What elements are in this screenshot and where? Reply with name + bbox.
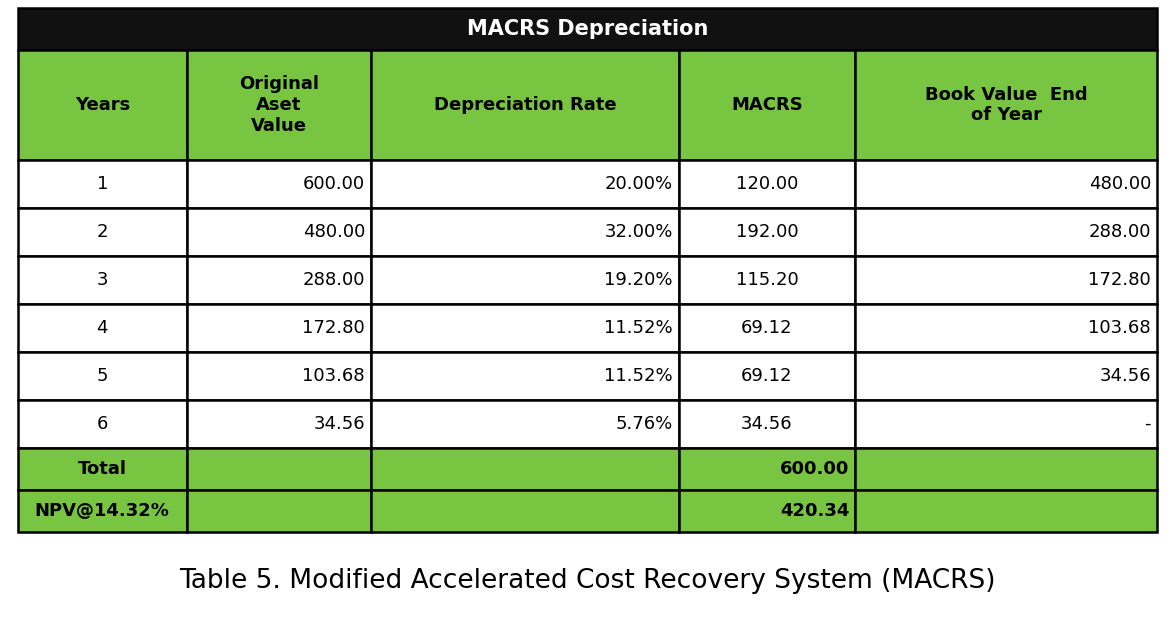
Bar — [18, 208, 187, 256]
Text: Depreciation Rate: Depreciation Rate — [434, 96, 616, 114]
Bar — [187, 50, 371, 160]
Text: 115.20: 115.20 — [736, 271, 798, 289]
Text: 4: 4 — [96, 319, 108, 337]
Text: 480.00: 480.00 — [1088, 175, 1151, 193]
Bar — [18, 160, 187, 208]
Text: 34.56: 34.56 — [741, 415, 793, 433]
Text: 11.52%: 11.52% — [604, 367, 672, 385]
Bar — [18, 400, 187, 448]
Bar — [18, 490, 187, 532]
Bar — [187, 490, 371, 532]
Text: 288.00: 288.00 — [1088, 223, 1151, 241]
Text: 2: 2 — [96, 223, 108, 241]
Bar — [855, 160, 1157, 208]
Text: 34.56: 34.56 — [314, 415, 365, 433]
Text: 5.76%: 5.76% — [616, 415, 672, 433]
Bar — [371, 160, 679, 208]
Bar — [679, 160, 855, 208]
Text: 172.80: 172.80 — [1088, 271, 1151, 289]
Bar — [855, 50, 1157, 160]
Bar — [855, 256, 1157, 304]
Text: 288.00: 288.00 — [303, 271, 365, 289]
Bar — [371, 208, 679, 256]
Text: 5: 5 — [96, 367, 108, 385]
Text: Total: Total — [78, 460, 127, 478]
Text: 103.68: 103.68 — [302, 367, 365, 385]
Bar — [18, 8, 1157, 50]
Bar — [187, 448, 371, 490]
Bar — [855, 490, 1157, 532]
Text: 1: 1 — [96, 175, 108, 193]
Bar — [371, 256, 679, 304]
Text: Original
Aset
Value: Original Aset Value — [239, 75, 318, 135]
Bar — [855, 304, 1157, 352]
Bar — [187, 400, 371, 448]
Text: 600.00: 600.00 — [303, 175, 365, 193]
Bar — [187, 304, 371, 352]
Bar — [855, 208, 1157, 256]
Text: 11.52%: 11.52% — [604, 319, 672, 337]
Bar — [371, 50, 679, 160]
Bar — [18, 352, 187, 400]
Bar — [371, 448, 679, 490]
Bar — [679, 50, 855, 160]
Bar — [679, 448, 855, 490]
Bar — [187, 256, 371, 304]
Text: 172.80: 172.80 — [302, 319, 365, 337]
Text: 480.00: 480.00 — [303, 223, 365, 241]
Bar — [371, 352, 679, 400]
Bar — [18, 448, 187, 490]
Text: 69.12: 69.12 — [741, 367, 793, 385]
Bar — [679, 208, 855, 256]
Bar — [371, 304, 679, 352]
Text: 20.00%: 20.00% — [604, 175, 672, 193]
Text: 34.56: 34.56 — [1100, 367, 1151, 385]
Text: MACRS Depreciation: MACRS Depreciation — [466, 19, 709, 39]
Text: 6: 6 — [96, 415, 108, 433]
Bar — [187, 352, 371, 400]
Text: 120.00: 120.00 — [736, 175, 798, 193]
Text: Table 5. Modified Accelerated Cost Recovery System (MACRS): Table 5. Modified Accelerated Cost Recov… — [180, 568, 995, 594]
Bar — [679, 352, 855, 400]
Text: Years: Years — [75, 96, 130, 114]
Text: NPV@14.32%: NPV@14.32% — [35, 502, 169, 520]
Bar — [679, 400, 855, 448]
Text: 32.00%: 32.00% — [604, 223, 672, 241]
Bar — [187, 160, 371, 208]
Text: 103.68: 103.68 — [1088, 319, 1151, 337]
Text: 3: 3 — [96, 271, 108, 289]
Text: 19.20%: 19.20% — [604, 271, 672, 289]
Bar — [371, 490, 679, 532]
Text: MACRS: MACRS — [731, 96, 803, 114]
Bar — [679, 256, 855, 304]
Text: -: - — [1144, 415, 1152, 433]
Text: Book Value  End
of Year: Book Value End of Year — [925, 86, 1087, 124]
Text: 420.34: 420.34 — [780, 502, 850, 520]
Text: 600.00: 600.00 — [780, 460, 850, 478]
Bar — [855, 400, 1157, 448]
Bar — [18, 50, 187, 160]
Text: 69.12: 69.12 — [741, 319, 793, 337]
Bar — [679, 304, 855, 352]
Bar — [679, 490, 855, 532]
Bar — [18, 304, 187, 352]
Bar — [855, 448, 1157, 490]
Bar — [371, 400, 679, 448]
Bar — [855, 352, 1157, 400]
Text: 192.00: 192.00 — [736, 223, 798, 241]
Bar — [18, 256, 187, 304]
Bar — [187, 208, 371, 256]
